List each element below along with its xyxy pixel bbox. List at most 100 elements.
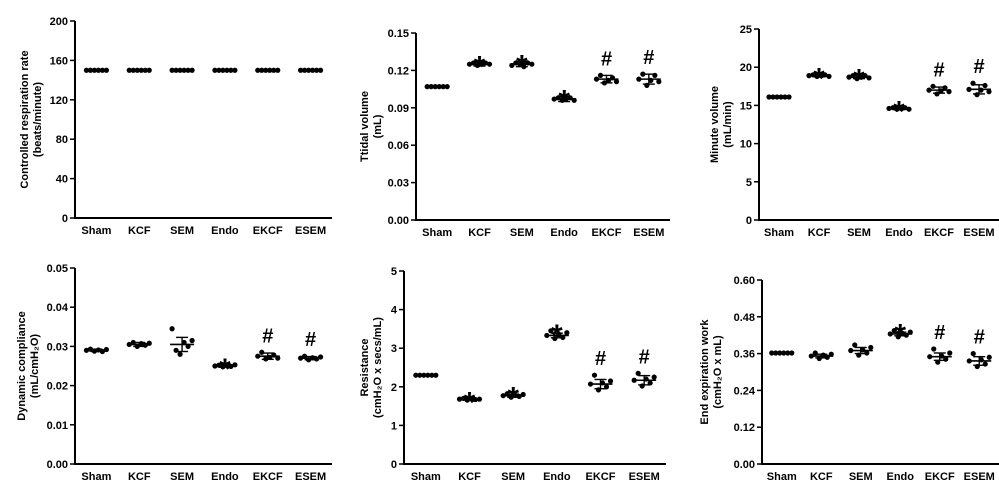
y-tick-label: 0 <box>746 215 752 227</box>
x-tick-label: EKCF <box>253 225 283 237</box>
y-tick-label: 0.36 <box>734 349 755 361</box>
y-axis-label: Resistance <box>359 338 371 396</box>
y-tick-label: 0.09 <box>388 103 409 115</box>
data-point <box>947 350 953 356</box>
significance-mark: * <box>464 386 476 419</box>
data-point <box>548 328 554 334</box>
data-point <box>931 346 937 352</box>
y-tick-label: 0.04 <box>47 302 69 314</box>
x-tick-label: Sham <box>764 227 794 239</box>
y-tick-label: 0.48 <box>734 312 755 324</box>
y-tick-label: 0.00 <box>47 459 68 471</box>
y-tick-label: 15 <box>740 100 752 112</box>
y-tick-label: 10 <box>740 139 752 151</box>
x-tick-label: ESEM <box>633 227 664 239</box>
x-tick-label: Endo <box>211 471 239 481</box>
panel-5: 0.00 0.12 0.24 0.36 0.48 0.60 End expiration w… <box>699 275 999 481</box>
y-tick-label: 3 <box>391 343 397 355</box>
y-tick-label: 2 <box>391 382 397 394</box>
data-point <box>189 337 195 344</box>
data-point <box>169 326 175 332</box>
y-tick-label: 0.24 <box>734 385 756 397</box>
significance-mark: # <box>262 325 273 347</box>
x-tick-label: Sham <box>767 471 797 481</box>
data-point <box>564 330 570 336</box>
significance-mark: * <box>551 319 563 352</box>
y-tick-label: 80 <box>56 134 68 146</box>
x-tick-label: Endo <box>550 227 578 239</box>
x-tick-label: ESEM <box>629 471 660 481</box>
data-point <box>635 370 641 376</box>
significance-mark: # <box>974 327 985 349</box>
x-tick-label: EKCF <box>925 471 955 481</box>
y-axis-label: Minute volume <box>709 86 721 163</box>
y-tick-label: 0.02 <box>47 381 68 393</box>
panel-3: 0.00 0.01 0.02 0.03 0.04 0.05 Dynamic complian… <box>16 263 332 481</box>
significance-mark: # <box>933 59 944 81</box>
significance-mark: # <box>973 56 984 78</box>
x-tick-label: SEM <box>170 471 194 481</box>
y-tick-label: 0.15 <box>388 28 409 40</box>
significance-mark: # <box>639 346 650 368</box>
x-tick-label: Sham <box>81 471 111 481</box>
y-axis-label: (mL) <box>372 114 384 138</box>
data-point <box>852 342 858 348</box>
x-tick-label: KCF <box>128 225 151 237</box>
data-point <box>177 351 183 357</box>
y-tick-label: 0 <box>391 459 397 471</box>
y-axis-label: (mL/min) <box>722 101 734 148</box>
x-tick-label: SEM <box>170 225 194 237</box>
data-point <box>656 79 662 85</box>
x-tick-label: SEM <box>510 227 534 239</box>
significance-mark: * <box>474 50 486 83</box>
y-tick-label: 120 <box>50 95 68 107</box>
y-axis-label: (cmH₂O x secs/mL) <box>372 317 384 418</box>
y-tick-label: 0.03 <box>388 178 409 190</box>
y-tick-label: 5 <box>391 266 397 278</box>
data-point <box>986 89 992 95</box>
significance-mark: * <box>516 50 528 83</box>
x-tick-label: Endo <box>885 227 913 239</box>
y-tick-label: 1 <box>391 420 397 432</box>
y-tick-label: 5 <box>746 177 752 189</box>
x-tick-label: Sham <box>411 471 441 481</box>
y-tick-label: 0.01 <box>47 420 68 432</box>
y-axis-label: End expiration work <box>699 319 711 425</box>
panel-4: 0 1 2 3 4 5 Resistance (cmH₂O x secs/mL) Sham KCF… <box>359 266 666 481</box>
x-tick-label: KCF <box>468 227 491 239</box>
significance-mark: * <box>853 64 865 97</box>
x-tick-label: KCF <box>808 227 831 239</box>
x-tick-label: SEM <box>501 471 525 481</box>
significance-mark: * <box>813 62 825 95</box>
panel-1: 0.00 0.03 0.06 0.09 0.12 0.15 Ttidal volume (mL… <box>359 28 670 239</box>
significance-mark: * <box>893 95 905 128</box>
x-tick-label: EKCF <box>924 227 954 239</box>
y-tick-label: 40 <box>56 174 68 186</box>
significance-mark: # <box>595 348 606 370</box>
data-point <box>930 83 936 89</box>
y-axis-label: Ttidal volume <box>359 91 371 162</box>
y-tick-label: 4 <box>391 305 398 317</box>
x-tick-label: ESEM <box>295 471 326 481</box>
data-point <box>970 351 976 357</box>
significance-mark: # <box>305 329 316 351</box>
significance-mark: # <box>601 48 612 70</box>
significance-mark: * <box>507 382 519 415</box>
y-tick-label: 200 <box>50 16 68 28</box>
significance-mark: # <box>934 322 945 344</box>
x-tick-label: ESEM <box>963 227 994 239</box>
x-tick-label: EKCF <box>586 471 616 481</box>
panel-0: 0 40 80 120 160 200 Controlled respiration rat… <box>19 16 332 237</box>
y-axis-label: (beats/minute) <box>32 82 44 158</box>
y-tick-label: 0.00 <box>734 459 755 471</box>
y-tick-label: 0.06 <box>388 140 409 152</box>
x-tick-label: KCF <box>810 471 833 481</box>
data-point <box>591 372 598 378</box>
data-point <box>607 378 614 384</box>
y-tick-label: 0.12 <box>388 65 409 77</box>
significance-mark: * <box>558 85 570 118</box>
x-tick-label: SEM <box>849 471 873 481</box>
panel-2: 0 5 10 15 20 25 Minute volume (mL/min) Sham KCF * S… <box>709 24 999 239</box>
y-tick-label: 20 <box>740 62 752 74</box>
data-point <box>982 82 988 89</box>
